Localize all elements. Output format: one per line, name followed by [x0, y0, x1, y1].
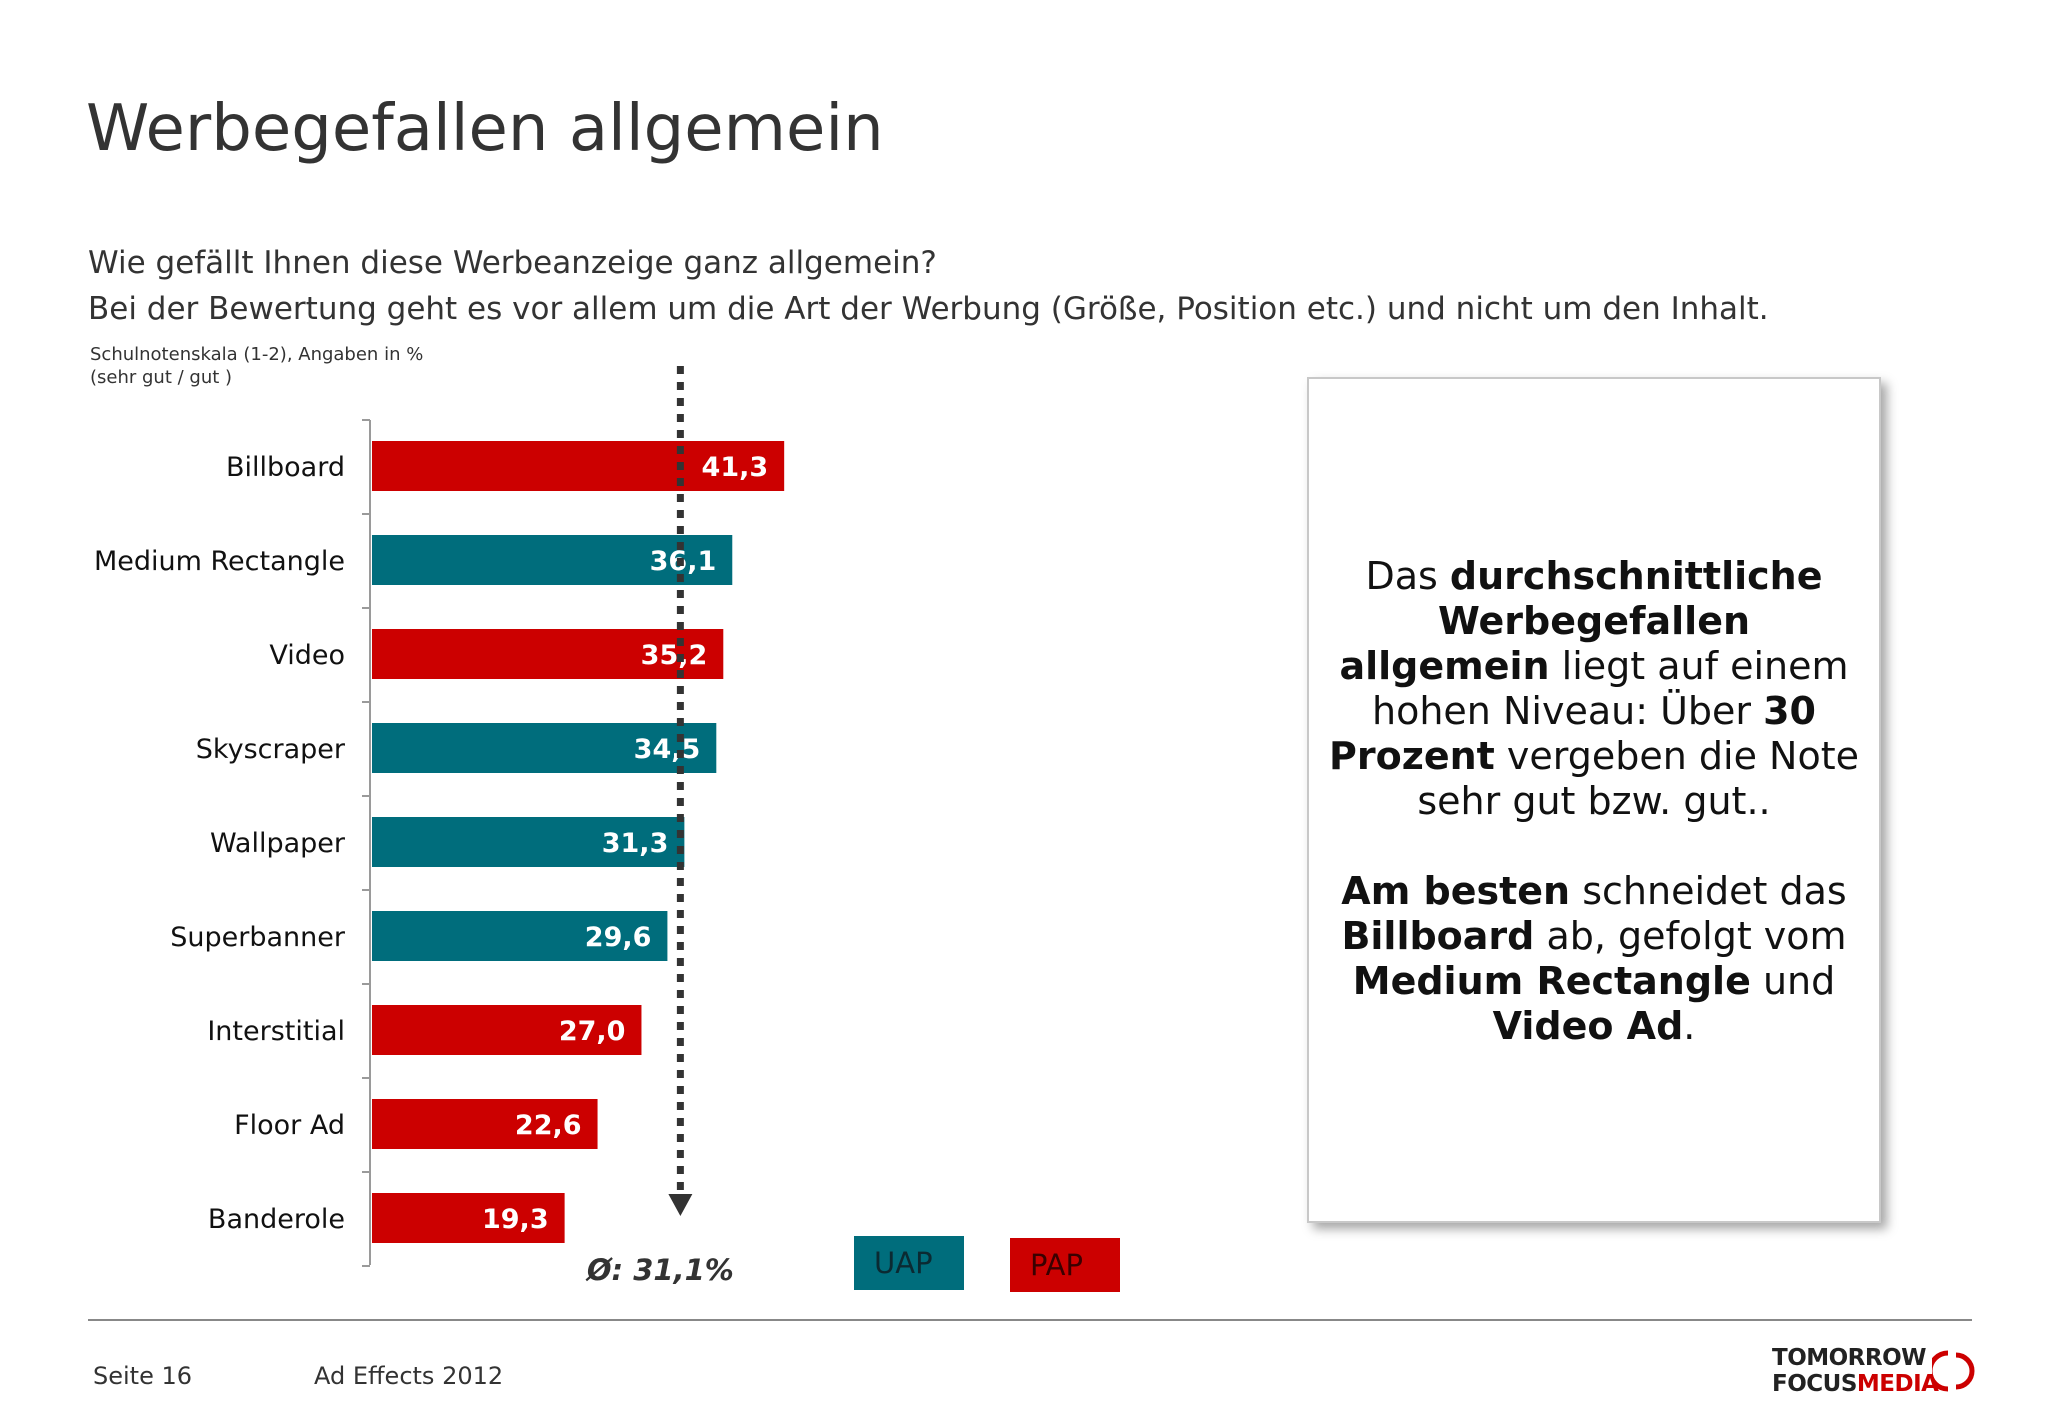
legend-pap: PAP: [1010, 1238, 1120, 1292]
summary-p1-c: liegt auf einem hohen Niveau: Über: [1372, 644, 1849, 733]
study-name: Ad Effects 2012: [314, 1362, 504, 1390]
bar: [372, 1005, 642, 1055]
bar: [372, 723, 717, 773]
category-label: Floor Ad: [234, 1110, 345, 1141]
summary-p1-d: 30 Prozent: [1329, 689, 1816, 778]
page-title: Werbegefallen allgemein: [86, 92, 884, 166]
category-label: Interstitial: [207, 1016, 345, 1047]
summary-p1-a: Das: [1365, 554, 1450, 598]
tomorrow-focus-media-logo: TOMORROW FOCUSMEDIA: [1772, 1345, 1982, 1401]
summary-p2-b: schneidet das: [1570, 869, 1847, 913]
logo-text-media: MEDIA: [1856, 1371, 1939, 1397]
bar: [372, 441, 785, 491]
value-label: 29,6: [585, 922, 652, 953]
category-label: Skyscraper: [196, 734, 346, 765]
category-label: Video: [269, 640, 345, 671]
average-label: Ø: 31,1%: [585, 1253, 734, 1287]
value-label: 35,2: [641, 640, 708, 671]
bar: [372, 1099, 598, 1149]
category-label: Wallpaper: [210, 828, 346, 859]
summary-callout: Das durchschnittliche Werbegefallen allg…: [1307, 377, 1881, 1223]
summary-p2-d: ab, gefolgt vom: [1534, 914, 1847, 958]
page-number: Seite 16: [93, 1362, 193, 1390]
bar: [372, 817, 685, 867]
value-label: 27,0: [559, 1016, 626, 1047]
logo-text-focus: FOCUS: [1772, 1371, 1857, 1397]
category-label: Medium Rectangle: [94, 546, 345, 577]
value-label: 22,6: [515, 1110, 582, 1141]
scale-note-line1: Schulnotenskala (1-2), Angaben in %: [90, 344, 424, 365]
bar: [372, 535, 733, 585]
bar-chart: Billboard Medium Rectangle Video Skyscraper…: [94, 366, 785, 1287]
question-text: Wie gefällt Ihnen diese Werbeanzeige gan…: [88, 245, 937, 281]
summary-p2-e: Medium Rectangle: [1352, 959, 1751, 1003]
scale-note: Schulnotenskala (1-2), Angaben in % (seh…: [90, 343, 423, 389]
logo-text-tomorrow: TOMORROW: [1772, 1345, 1927, 1371]
question-note: Bei der Bewertung geht es vor allem um d…: [88, 291, 1769, 327]
summary-p2-g: Video Ad: [1492, 1004, 1684, 1048]
footer-divider: [88, 1319, 1972, 1321]
summary-p2-f: und: [1750, 959, 1836, 1003]
logo-ring-icon: [1932, 1350, 1975, 1392]
summary-p2-a: Am besten: [1341, 869, 1571, 913]
value-label: 41,3: [702, 452, 769, 483]
value-label: 34,5: [634, 734, 701, 765]
scale-note-line2: (sehr gut / gut ): [90, 367, 233, 388]
category-label: Superbanner: [170, 922, 346, 953]
bar: [372, 911, 668, 961]
value-label: 31,3: [602, 828, 669, 859]
summary-p1-b: durchschnittliche Werbegefallen allgemei…: [1339, 554, 1823, 688]
average-marker: Ø: 31,1%: [585, 366, 734, 1287]
summary-p1-e: vergeben die Note sehr gut bzw. gut..: [1417, 734, 1859, 823]
summary-p2-h: .: [1683, 1004, 1696, 1048]
bar: [372, 629, 724, 679]
category-label: Billboard: [226, 452, 345, 483]
summary-p2-c: Billboard: [1341, 914, 1535, 958]
average-arrow-icon: [668, 1194, 693, 1216]
chart-bars: 41,336,135,234,531,329,627,022,619,3: [372, 441, 785, 1243]
summary-text: Das durchschnittliche Werbegefallen allg…: [1309, 554, 1879, 1049]
legend-uap: UAP: [854, 1236, 964, 1290]
bar: [372, 1193, 565, 1243]
chart-axis: Billboard Medium Rectangle Video Skyscraper…: [94, 419, 371, 1267]
logo-text-focus-media: FOCUSMEDIA: [1772, 1371, 1939, 1397]
category-label: Banderole: [208, 1204, 345, 1235]
value-label: 19,3: [482, 1204, 549, 1235]
